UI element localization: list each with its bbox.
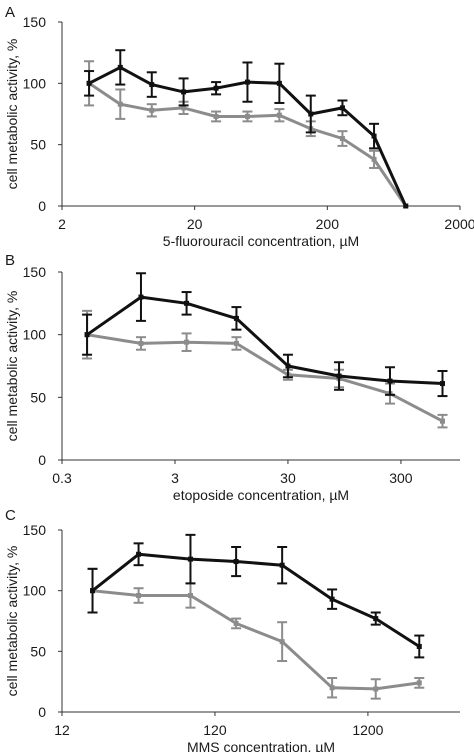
x-tick-label: 20: [187, 216, 203, 232]
y-tick-label: 150: [23, 522, 47, 538]
panel-label: C: [5, 507, 16, 524]
y-tick-label: 100: [23, 583, 47, 599]
data-point: [387, 378, 393, 384]
y-tick-label: 0: [38, 704, 46, 720]
data-point: [339, 105, 345, 111]
data-point: [416, 680, 422, 686]
data-point: [329, 596, 335, 602]
data-point: [187, 593, 193, 599]
y-tick-label: 0: [38, 452, 46, 468]
data-point: [138, 340, 144, 346]
data-point: [233, 559, 239, 565]
data-point: [308, 111, 314, 117]
y-tick-label: 50: [30, 389, 46, 405]
data-point: [336, 373, 342, 379]
data-point: [439, 418, 445, 424]
data-point: [276, 80, 282, 86]
data-point: [244, 79, 250, 85]
series-gray: [87, 567, 425, 700]
data-point: [187, 556, 193, 562]
x-tick-label: 30: [280, 470, 296, 486]
data-point: [84, 332, 90, 338]
y-tick-label: 0: [38, 198, 46, 214]
panel-label: B: [5, 252, 15, 269]
data-point: [279, 639, 285, 645]
data-point: [233, 620, 239, 626]
data-point: [439, 381, 445, 387]
data-point: [117, 101, 123, 107]
data-point: [371, 133, 377, 139]
data-point: [373, 616, 379, 622]
y-tick-label: 50: [30, 137, 46, 153]
data-point: [339, 136, 345, 142]
data-point: [373, 686, 379, 692]
x-tick-label: 300: [389, 470, 413, 486]
data-point: [90, 588, 96, 594]
x-tick-label: 12: [54, 722, 70, 738]
y-axis-label: cell metabolic activity, %: [4, 39, 20, 190]
data-point: [285, 363, 291, 369]
data-point: [149, 107, 155, 113]
data-point: [244, 113, 250, 119]
x-tick-label: 0.3: [52, 470, 72, 486]
x-tick-label: 1200: [352, 722, 383, 738]
data-point: [149, 82, 155, 88]
data-point: [181, 89, 187, 95]
series-line: [86, 295, 443, 385]
panel-label: A: [5, 4, 15, 21]
x-axis-label: 5-fluorouracil concentration, µM: [163, 233, 359, 249]
x-tick-label: 2000: [444, 216, 474, 232]
x-tick-label: 200: [316, 216, 340, 232]
y-tick-label: 50: [30, 643, 46, 659]
data-point: [136, 551, 142, 557]
data-point: [213, 85, 219, 91]
data-point: [117, 64, 123, 70]
data-point: [213, 113, 219, 119]
y-axis-label: cell metabolic activity, %: [4, 546, 20, 697]
y-axis-label: cell metabolic activity, %: [4, 291, 20, 442]
series-black: [84, 49, 409, 209]
y-tick-label: 150: [23, 14, 47, 30]
data-point: [233, 315, 239, 321]
series-gray: [82, 309, 448, 429]
y-tick-label: 100: [23, 75, 47, 91]
series-black: [82, 272, 448, 398]
series-line: [92, 589, 420, 691]
data-point: [138, 294, 144, 300]
data-point: [416, 643, 422, 649]
x-axis-label: MMS concentration, µM: [187, 739, 335, 752]
data-point: [184, 339, 190, 345]
y-tick-label: 150: [23, 264, 47, 280]
data-point: [136, 593, 142, 599]
data-point: [276, 112, 282, 118]
data-point: [329, 685, 335, 691]
series-black: [87, 533, 425, 659]
data-point: [86, 80, 92, 86]
x-tick-label: 2: [58, 216, 66, 232]
y-tick-label: 100: [23, 327, 47, 343]
series-line: [86, 333, 444, 423]
chart-panel-c: C 0 50 100 150 12 120 1200 MMS concentration, µM…: [4, 507, 460, 752]
series-line: [91, 552, 421, 648]
data-point: [403, 203, 409, 209]
x-axis-label: etoposide concentration, µM: [173, 487, 349, 503]
data-point: [181, 105, 187, 111]
data-point: [233, 340, 239, 346]
x-tick-label: 120: [203, 722, 227, 738]
chart-panel-a: A 0 50 100 150 2 20 200 2000 5-fluorouracil conce…: [4, 4, 474, 249]
series-gray: [84, 60, 409, 209]
x-tick-label: 3: [171, 470, 179, 486]
chart-panel-b: B 0 50 100 150 0.3 3 30 300 etoposide concentrati…: [4, 252, 460, 503]
data-point: [184, 300, 190, 306]
data-point: [371, 156, 377, 162]
data-point: [279, 562, 285, 568]
